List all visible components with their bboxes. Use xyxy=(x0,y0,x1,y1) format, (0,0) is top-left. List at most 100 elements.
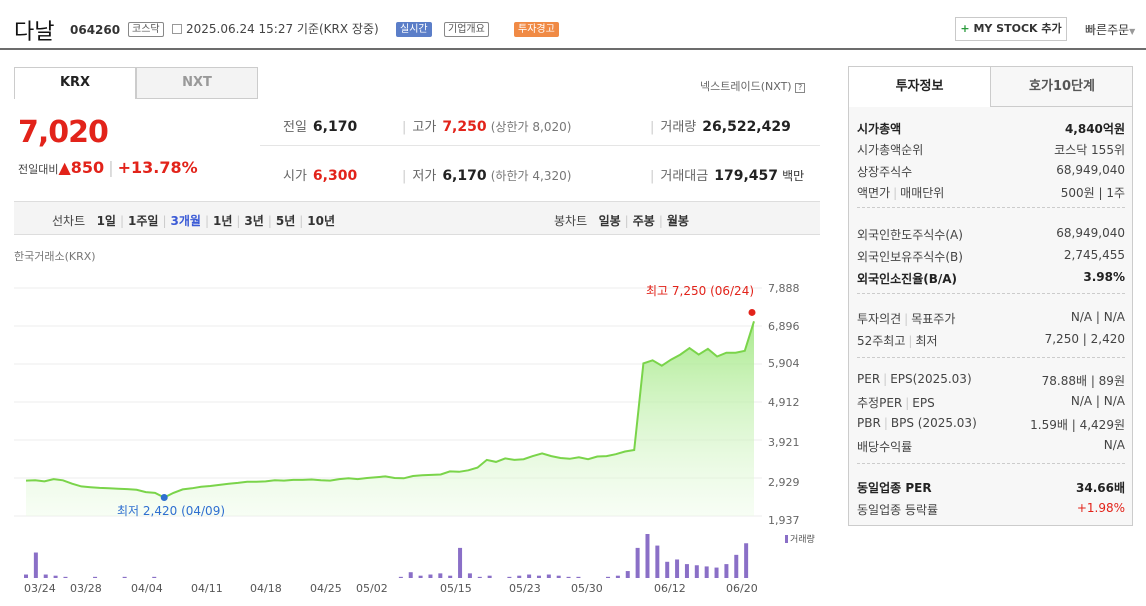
volume-bar xyxy=(24,574,28,578)
market-badge: 코스닥 xyxy=(128,22,164,37)
low-marker xyxy=(160,493,168,501)
stock-code: 064260 xyxy=(70,23,121,37)
invest-row: PER | EPS(2025.03) 78.88배 | 89원 xyxy=(857,372,1125,388)
volume-bar xyxy=(43,574,48,578)
period-1d[interactable]: 1일 xyxy=(96,214,116,228)
invest-row: 액면가 | 매매단위 500원 | 1주 xyxy=(857,186,1125,200)
invest-row: 52주최고 | 최저 7,250 | 2,420 xyxy=(857,332,1125,348)
date-info: 2025.06.24 15:27 기준(KRX 장중) xyxy=(172,20,379,37)
tab-orderbook[interactable]: 호가10단계 xyxy=(991,67,1133,107)
invest-row-label: 추정PER xyxy=(857,396,903,410)
invest-row: PBR | BPS (2025.03) 1.59배 | 4,429원 xyxy=(857,416,1125,432)
current-price: 7,020 xyxy=(18,115,109,150)
price-line xyxy=(25,321,755,499)
y-tick-label: 1,937 xyxy=(768,514,800,527)
quick-order-link[interactable]: 빠른주문▼ xyxy=(1085,23,1136,37)
x-tick-label: 03/28 xyxy=(70,582,102,595)
candle-monthly[interactable]: 월봉 xyxy=(666,214,689,228)
volume-bar xyxy=(398,576,403,578)
invest-row: 상장주식수 68,949,040 xyxy=(857,163,1125,180)
low-annotation: 최저 2,420 (04/09) xyxy=(117,504,226,518)
low-price: | 저가 6,170 (하한가 4,320) xyxy=(402,168,572,184)
tab-krx[interactable]: KRX xyxy=(14,67,136,99)
x-tick-label: 04/11 xyxy=(191,582,223,595)
invest-row-label: 배당수익률 xyxy=(857,440,913,454)
invest-row-label: 외국인보유주식수(B) xyxy=(857,250,963,264)
period-3m[interactable]: 3개월 xyxy=(170,214,201,228)
volume-bar xyxy=(675,559,680,578)
volume-bar xyxy=(536,575,541,578)
invest-row-value: N/A | N/A xyxy=(1070,310,1125,324)
candle-daily[interactable]: 일봉 xyxy=(598,214,621,228)
price-chart xyxy=(14,287,762,517)
y-tick-label: 2,929 xyxy=(768,476,800,489)
y-tick-label: 6,896 xyxy=(768,320,800,333)
company-overview-dropdown[interactable]: 기업개요 xyxy=(444,22,489,37)
stock-header: 다날 064260 코스닥 2025.06.24 15:27 기준(KRX 장중… xyxy=(0,0,1146,50)
volume-bar xyxy=(655,545,660,578)
volume-bar xyxy=(566,576,571,578)
high-marker xyxy=(748,308,756,316)
calendar-icon xyxy=(172,24,182,34)
warning-badge: 투자경고 xyxy=(514,22,559,37)
candle-weekly[interactable]: 주봉 xyxy=(632,214,655,228)
period-10y[interactable]: 10년 xyxy=(307,214,336,228)
add-my-stock-button[interactable]: + MY STOCK 추가 xyxy=(955,17,1067,41)
volume-bar xyxy=(527,574,532,578)
volume-bar xyxy=(556,575,561,578)
invest-row: 투자의견 | 목표주가 N/A | N/A xyxy=(857,310,1125,326)
volume-bar xyxy=(694,565,699,578)
invest-row-label: 외국인소진율(B/A) xyxy=(857,272,958,286)
exchange-tabs: KRX NXT xyxy=(14,67,259,99)
period-3y[interactable]: 3년 xyxy=(244,214,264,228)
x-tick-label: 05/30 xyxy=(571,582,603,595)
volume-bar xyxy=(625,571,630,578)
volume-bar xyxy=(122,576,127,578)
volume-bar xyxy=(576,576,581,578)
stock-name: 다날 xyxy=(14,20,55,45)
chevron-down-icon: ▼ xyxy=(1129,27,1136,36)
volume-bar xyxy=(477,576,482,578)
invest-row-value: 68,949,040 xyxy=(1056,163,1125,177)
invest-row-label: PER xyxy=(857,372,881,386)
invest-row-value: 1.59배 | 4,429원 xyxy=(1030,418,1125,432)
invest-row-value: +1.98% xyxy=(1076,501,1125,515)
volume-bar xyxy=(734,554,739,578)
invest-row: 시가총액 4,840억원 xyxy=(857,120,1125,137)
line-chart-periods: 선차트 1일 | 1주일 | 3개월 | 1년 | 3년 | 5년 | 10년 xyxy=(52,214,336,228)
x-tick-label: 04/04 xyxy=(131,582,163,595)
volume-bar xyxy=(744,543,749,578)
period-1w[interactable]: 1주일 xyxy=(128,214,159,228)
price-area xyxy=(26,321,754,516)
invest-row-label: 액면가 xyxy=(857,186,891,200)
period-1y[interactable]: 1년 xyxy=(212,214,233,228)
invest-row-value: 34.66배 xyxy=(1076,481,1125,495)
y-tick-label: 3,921 xyxy=(768,436,800,449)
invest-row-value: 7,250 | 2,420 xyxy=(1044,332,1125,346)
invest-row-label: PBR xyxy=(857,416,881,430)
row-divider xyxy=(857,207,1125,208)
row-divider xyxy=(857,293,1125,294)
invest-row-value: 78.88배 | 89원 xyxy=(1041,374,1125,388)
tab-nxt[interactable]: NXT xyxy=(136,67,258,99)
realtime-badge[interactable]: 실시간 xyxy=(396,22,432,37)
invest-row: 배당수익률 N/A xyxy=(857,438,1125,455)
invest-row: 외국인소진율(B/A) 3.98% xyxy=(857,270,1125,287)
period-5y[interactable]: 5년 xyxy=(275,214,296,228)
volume-bar xyxy=(665,561,670,578)
volume-bar xyxy=(448,575,453,578)
volume-bar xyxy=(63,576,68,578)
volume-bar xyxy=(33,552,38,578)
tab-invest-info[interactable]: 투자정보 xyxy=(849,67,991,107)
volume-bar xyxy=(53,575,58,578)
nxt-link[interactable]: 넥스트레이드(NXT) ? xyxy=(700,78,806,94)
x-tick-label: 05/02 xyxy=(356,582,388,595)
invest-row-value: 4,840억원 xyxy=(1064,122,1125,136)
help-icon[interactable]: ? xyxy=(795,83,806,93)
invest-row: 동일업종 PER 34.66배 xyxy=(857,479,1125,496)
y-tick-label: 5,904 xyxy=(768,357,800,370)
x-tick-label: 04/25 xyxy=(310,582,342,595)
volume-bar xyxy=(615,575,620,578)
invest-row: 시가총액순위 코스닥 155위 xyxy=(857,141,1125,158)
